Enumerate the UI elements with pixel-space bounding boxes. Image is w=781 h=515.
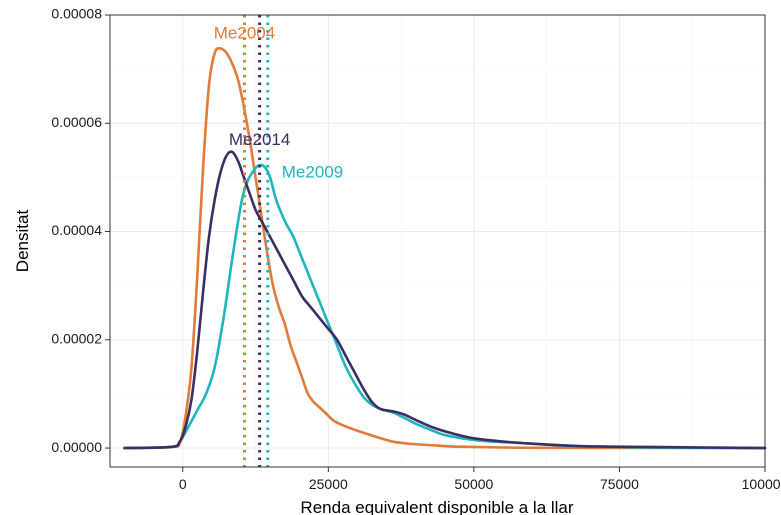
median-label-me2009: Me2009 <box>282 163 343 182</box>
x-tick-label: 25000 <box>309 476 348 492</box>
median-labels: Me2004 Me2014 Me2009 <box>214 23 343 181</box>
x-axis-title: Renda equivalent disponible a la llar <box>300 498 573 515</box>
y-tick-label: 0.00002 <box>51 330 102 346</box>
plot-border <box>109 14 766 468</box>
x-tick-label: 0 <box>179 476 187 492</box>
y-tick-label: 0.00000 <box>51 439 102 455</box>
y-axis-title: Densitat <box>13 210 32 273</box>
median-lines <box>242 15 270 467</box>
y-axis: 0.00000 0.00002 0.00004 0.00006 0.00008 <box>51 6 110 455</box>
x-tick-label: 75000 <box>600 476 639 492</box>
y-tick-label: 0.00008 <box>51 6 102 22</box>
y-tick-label: 0.00004 <box>51 222 102 238</box>
plot-panel <box>110 15 765 467</box>
density-curves <box>123 47 767 450</box>
density-curve-me2014 <box>123 150 767 450</box>
y-tick-label: 0.00006 <box>51 114 102 130</box>
median-label-me2014: Me2014 <box>229 130 290 149</box>
density-curve-me2004 <box>123 47 767 450</box>
median-label-me2004: Me2004 <box>214 23 275 42</box>
x-tick-label: 50000 <box>454 476 493 492</box>
